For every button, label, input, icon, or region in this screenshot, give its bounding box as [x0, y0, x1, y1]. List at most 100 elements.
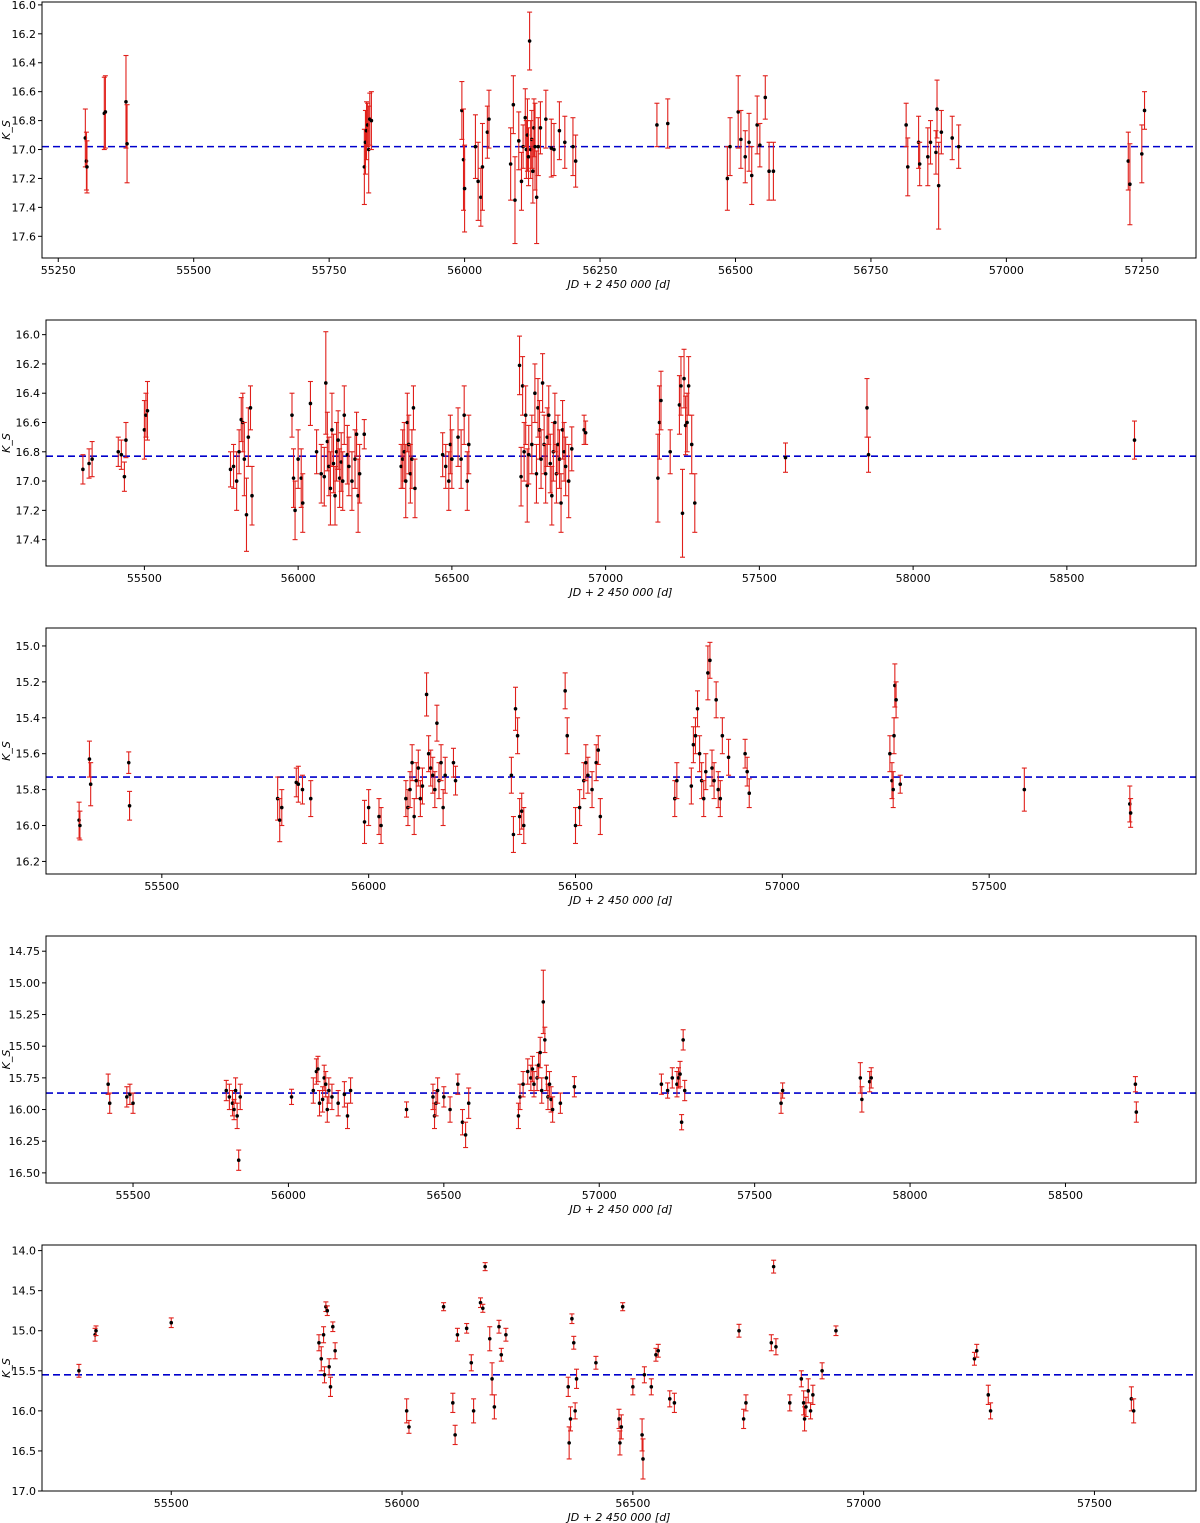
y-tick-label: 16.8: [12, 115, 37, 128]
data-point: [532, 1082, 536, 1086]
data-point: [780, 1088, 785, 1093]
y-axis-label: K_S: [0, 741, 13, 761]
data-point: [400, 457, 405, 461]
data-point: [523, 115, 528, 120]
data-point: [448, 442, 453, 447]
y-tick-label: 16.8: [16, 446, 41, 459]
y-tick-label: 15.4: [16, 712, 41, 725]
y-tick-label: 15.6: [16, 748, 41, 761]
data-point: [435, 1088, 440, 1093]
y-tick-label: 16.6: [16, 417, 41, 430]
data-point: [362, 820, 367, 824]
data-point: [342, 1092, 347, 1097]
data-point: [408, 787, 412, 792]
data-point: [559, 501, 563, 505]
data-point: [323, 1082, 328, 1086]
data-point: [279, 805, 284, 810]
data-point: [804, 1405, 808, 1409]
data-point: [244, 512, 249, 517]
data-point: [726, 755, 731, 760]
data-point: [539, 1088, 544, 1093]
x-tick-label: 56500: [558, 880, 593, 893]
light-curve-panel-3: 55500 56000 56500 57000 57500 15.0 15.2 15.4 15.…: [0, 627, 1197, 907]
data-point: [317, 1340, 321, 1345]
data-point: [701, 796, 706, 801]
data-point: [404, 1107, 409, 1112]
data-point: [741, 1417, 746, 1421]
data-point: [492, 1405, 497, 1409]
data-point: [566, 479, 571, 483]
data-point: [956, 144, 961, 149]
data-point: [399, 464, 403, 469]
data-point: [87, 757, 92, 761]
data-point: [926, 154, 930, 159]
data-series: [42, 11, 1196, 245]
x-tick-label: 55500: [176, 264, 211, 277]
data-point: [456, 435, 460, 439]
data-point: [543, 471, 548, 476]
data-point: [1133, 1082, 1138, 1086]
data-point: [617, 1417, 621, 1421]
data-point: [410, 760, 414, 765]
data-point: [144, 413, 148, 417]
data-point: [710, 766, 714, 770]
data-point: [336, 1101, 340, 1105]
axes-frame: [41, 1244, 1197, 1492]
x-tick-label: 56500: [426, 1189, 461, 1202]
data-point: [463, 1133, 468, 1137]
data-point: [369, 118, 374, 123]
y-tick-label: 16.25: [9, 1135, 41, 1148]
data-point: [950, 136, 954, 140]
axes-frame: [45, 935, 1197, 1184]
data-point: [497, 1324, 501, 1329]
data-point: [572, 1084, 577, 1089]
data-point: [904, 123, 908, 127]
data-point: [728, 144, 732, 149]
data-point: [511, 102, 516, 107]
y-tick-label: 17.0: [12, 1485, 37, 1498]
data-point: [413, 486, 417, 491]
data-point: [248, 406, 253, 410]
data-point: [334, 449, 339, 454]
data-point: [533, 144, 537, 149]
x-tick-label: 56250: [583, 264, 618, 277]
data-point: [87, 461, 91, 466]
data-point: [934, 150, 938, 155]
data-point: [515, 733, 520, 738]
x-tick-label: 57500: [737, 1189, 772, 1202]
data-point: [450, 457, 454, 461]
y-tick-label: 16.2: [16, 855, 41, 868]
data-series: [46, 641, 1196, 854]
x-tick-label: 56750: [853, 264, 888, 277]
data-point: [1128, 182, 1132, 187]
data-point: [640, 1433, 644, 1437]
x-tick-label: 57500: [972, 880, 1007, 893]
data-point: [655, 123, 659, 127]
data-point: [558, 1101, 563, 1105]
data-point: [656, 476, 660, 480]
data-point: [405, 420, 410, 425]
data-point: [725, 176, 730, 181]
x-tick-label: 57500: [742, 572, 777, 585]
data-point: [424, 692, 429, 697]
data-point: [526, 154, 531, 159]
data-point: [563, 464, 568, 469]
data-point: [362, 432, 367, 437]
data-point: [787, 1401, 792, 1405]
data-point: [236, 1158, 241, 1162]
data-point: [319, 1356, 324, 1361]
data-point: [905, 165, 910, 169]
data-point: [331, 461, 336, 466]
data-point: [988, 1409, 993, 1413]
x-tick-label: 57000: [765, 880, 800, 893]
data-point: [665, 121, 670, 126]
data-point: [543, 1038, 547, 1042]
y-tick-label: 15.5: [12, 1365, 37, 1378]
data-point: [667, 1397, 672, 1401]
data-series: [46, 331, 1196, 558]
data-point: [462, 413, 466, 417]
data-point: [296, 457, 300, 461]
data-point: [94, 1328, 98, 1333]
data-point: [319, 471, 324, 476]
data-point: [328, 1385, 333, 1389]
